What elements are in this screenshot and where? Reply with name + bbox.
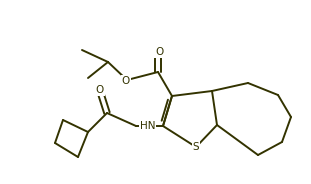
Text: S: S xyxy=(193,142,199,152)
Text: HN: HN xyxy=(140,121,155,131)
Text: O: O xyxy=(122,76,130,86)
Text: O: O xyxy=(155,47,163,57)
Text: O: O xyxy=(96,85,104,95)
